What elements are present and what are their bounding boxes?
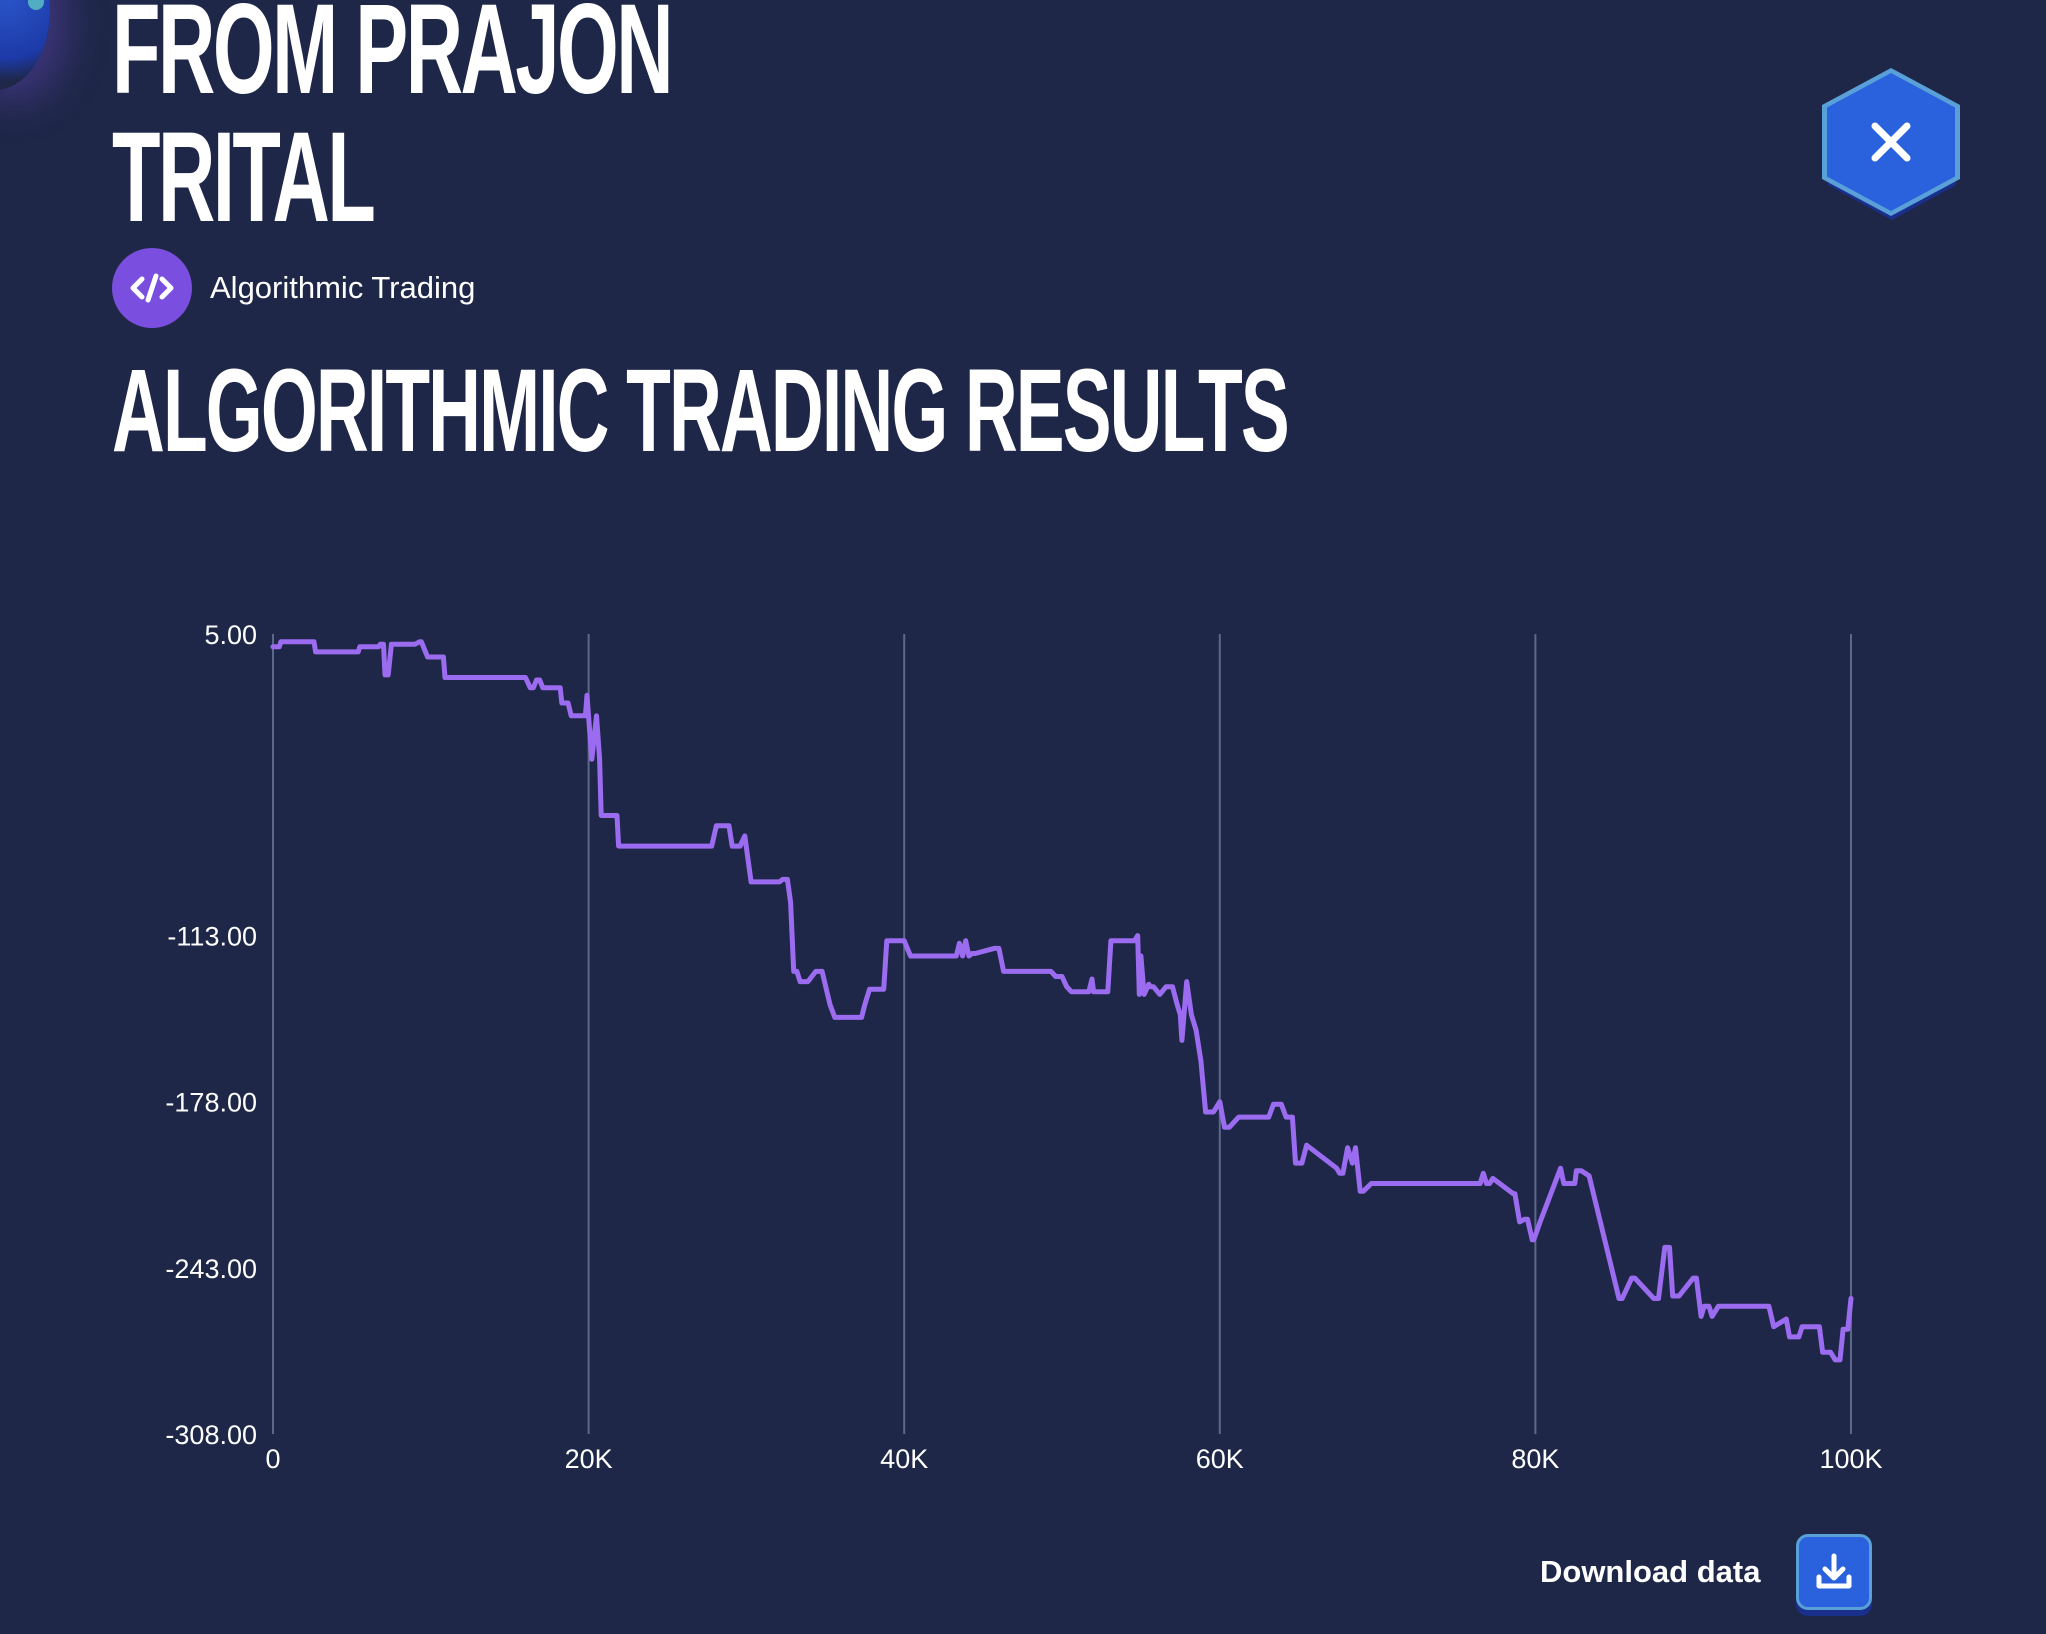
hero-title-line-1: FROM PRAJON	[112, 0, 674, 121]
y-tick-label-1: -113.00	[167, 922, 257, 952]
corner-decoration	[0, 0, 50, 90]
x-tick-label-2: 40K	[880, 1444, 928, 1474]
download-icon	[1816, 1553, 1852, 1589]
category-tag: Algorithmic Trading	[112, 248, 475, 328]
download-row: Download data	[1540, 1534, 1873, 1610]
section-title: ALGORITHMIC TRADING RESULTS	[112, 345, 1290, 477]
x-tick-label-5: 100K	[1819, 1444, 1882, 1474]
results-chart: 0 20K 40K 60K 80K 100K 5.00 -113.00 -178.00 -243.…	[165, 620, 1882, 1474]
category-label: Algorithmic Trading	[210, 270, 476, 305]
x-tick-label-1: 20K	[565, 1444, 613, 1474]
y-tick-label-0: 5.00	[204, 620, 257, 650]
close-button-face	[1827, 73, 1955, 211]
x-tick-label-4: 80K	[1511, 1444, 1559, 1474]
x-tick-label-3: 60K	[1196, 1444, 1244, 1474]
hero-title: FROM PRAJON TRITAL	[112, 0, 674, 249]
download-button[interactable]	[1796, 1534, 1873, 1610]
y-tick-label-2: -178.00	[165, 1088, 257, 1118]
y-tick-label-4: -308.00	[165, 1420, 257, 1450]
close-icon	[1871, 122, 1911, 162]
code-icon	[112, 248, 192, 328]
download-label: Download data	[1540, 1554, 1761, 1589]
x-tick-label-0: 0	[265, 1444, 280, 1474]
y-tick-label-3: -243.00	[165, 1254, 257, 1284]
close-control	[1820, 68, 1962, 228]
hero-title-line-2: TRITAL	[112, 106, 376, 249]
series-line-0	[270, 639, 1854, 1363]
